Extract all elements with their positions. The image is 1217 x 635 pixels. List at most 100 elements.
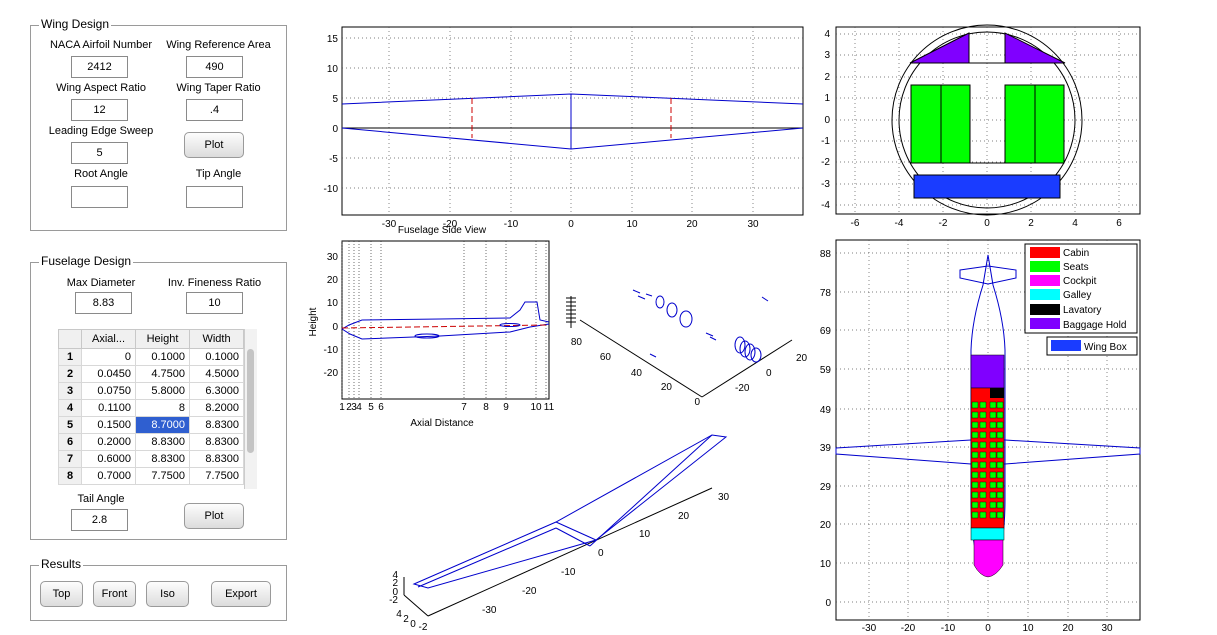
seat bbox=[996, 411, 1004, 419]
table-row[interactable]: 4 0.1100 8 8.2000 bbox=[58, 399, 244, 417]
table-cell[interactable]: 8.8300 bbox=[189, 416, 244, 434]
fineness-label: Inv. Fineness Ratio bbox=[167, 277, 262, 289]
row-header[interactable]: 6 bbox=[58, 433, 82, 451]
iso-wing-axes bbox=[403, 487, 713, 617]
legend-label-cockpit: Cockpit bbox=[1063, 276, 1097, 287]
table-cell[interactable]: 8 bbox=[135, 399, 190, 417]
table-cell[interactable]: 0.1000 bbox=[189, 348, 244, 366]
iso-view-button[interactable]: Iso bbox=[146, 581, 189, 607]
table-cell[interactable]: 6.3000 bbox=[189, 382, 244, 400]
side-y-tick: 0 bbox=[332, 322, 338, 333]
top-view-button[interactable]: Top bbox=[40, 581, 83, 607]
area-field[interactable]: 490 bbox=[186, 56, 243, 78]
column-header-width[interactable]: Width bbox=[189, 329, 244, 349]
sweep-field[interactable]: 5 bbox=[71, 142, 128, 164]
table-row[interactable]: 5 0.1500 8.7000 8.8300 bbox=[58, 416, 244, 434]
front-x-tick: 10 bbox=[626, 219, 638, 230]
table-row[interactable]: 6 0.2000 8.8300 8.8300 bbox=[58, 433, 244, 451]
seat bbox=[971, 491, 979, 499]
front-x-tick: -20 bbox=[443, 219, 458, 230]
seat bbox=[979, 401, 987, 409]
table-row[interactable]: 2 0.0450 4.7500 4.5000 bbox=[58, 365, 244, 383]
table-cell[interactable]: 0.2000 bbox=[81, 433, 136, 451]
wing-plot-button[interactable]: Plot bbox=[184, 132, 244, 158]
table-row[interactable]: 1 0 0.1000 0.1000 bbox=[58, 348, 244, 366]
fuselage-plot-button[interactable]: Plot bbox=[184, 503, 244, 529]
aspect-field[interactable]: 12 bbox=[71, 99, 128, 121]
naca-field[interactable]: 2412 bbox=[71, 56, 128, 78]
column-header-height[interactable]: Height bbox=[135, 329, 190, 349]
table-row[interactable]: 8 0.7000 7.7500 7.7500 bbox=[58, 467, 244, 485]
table-cell[interactable]: 8.8300 bbox=[189, 450, 244, 468]
table-cell[interactable]: 0.1100 bbox=[81, 399, 136, 417]
wing-front-view-plot: -30 -20 -10 0 10 20 30 15 10 5 0 -5 -10 bbox=[324, 26, 804, 230]
table-cell[interactable]: 8.2000 bbox=[189, 399, 244, 417]
fuselage-outer-circle bbox=[891, 24, 1083, 216]
seat bbox=[989, 431, 997, 439]
fuselage-design-panel: Fuselage Design Max Diameter 8.83 Inv. F… bbox=[30, 254, 287, 540]
table-row[interactable]: 3 0.0750 5.8000 6.3000 bbox=[58, 382, 244, 400]
taper-label: Wing Taper Ratio bbox=[176, 82, 261, 94]
table-cell[interactable]: 0.1500 bbox=[81, 416, 136, 434]
row-header[interactable]: 7 bbox=[58, 450, 82, 468]
table-cell[interactable]: 8.7000 bbox=[135, 416, 190, 434]
table-cell[interactable]: 0.1000 bbox=[135, 348, 190, 366]
table-cell[interactable]: 7.7500 bbox=[135, 467, 190, 485]
seat bbox=[996, 471, 1004, 479]
fuselage-table[interactable]: Axial... Height Width 1 0 0.1000 0.1000 2 0.0… bbox=[58, 329, 244, 485]
seat-block-left-outer bbox=[910, 84, 942, 164]
column-header-axial[interactable]: Axial... bbox=[81, 329, 136, 349]
table-cell[interactable]: 8.8300 bbox=[189, 433, 244, 451]
row-header[interactable]: 3 bbox=[58, 382, 82, 400]
front-y-tick: 10 bbox=[327, 64, 339, 75]
side-xlabel: Axial Distance bbox=[410, 418, 474, 429]
iso-small-ticks-right: 20 0 -20 bbox=[735, 353, 808, 394]
legend-swatch-lavatory bbox=[1030, 304, 1060, 315]
fineness-field[interactable]: 10 bbox=[186, 292, 243, 314]
table-cell[interactable]: 7.7500 bbox=[189, 467, 244, 485]
row-header[interactable]: 5 bbox=[58, 416, 82, 434]
table-cell[interactable]: 4.5000 bbox=[189, 365, 244, 383]
table-cell[interactable]: 8.8300 bbox=[135, 450, 190, 468]
table-cell[interactable]: 8.8300 bbox=[135, 433, 190, 451]
section-y-tick: -4 bbox=[821, 200, 830, 211]
row-header[interactable]: 8 bbox=[58, 467, 82, 485]
table-cell[interactable]: 0 bbox=[81, 348, 136, 366]
table-cell[interactable]: 0.6000 bbox=[81, 450, 136, 468]
seat bbox=[979, 511, 987, 519]
front-axes-box bbox=[341, 26, 804, 216]
table-cell[interactable]: 0.0450 bbox=[81, 365, 136, 383]
front-x-tick: 0 bbox=[568, 219, 574, 230]
table-scrollbar-thumb[interactable] bbox=[247, 349, 254, 453]
row-header[interactable]: 2 bbox=[58, 365, 82, 383]
export-button[interactable]: Export bbox=[211, 581, 271, 607]
table-cell[interactable]: 4.7500 bbox=[135, 365, 190, 383]
horizontal-tail-outline bbox=[959, 265, 1017, 285]
table-scrollbar[interactable] bbox=[244, 329, 257, 489]
table-cell[interactable]: 0.7000 bbox=[81, 467, 136, 485]
tip-angle-field[interactable] bbox=[186, 186, 243, 208]
top-y-tick: 39 bbox=[820, 443, 832, 454]
seat bbox=[979, 501, 987, 509]
seat bbox=[989, 421, 997, 429]
front-x-tick: 20 bbox=[686, 219, 698, 230]
table-cell[interactable]: 5.8000 bbox=[135, 382, 190, 400]
legend-label-seats: Seats bbox=[1063, 262, 1089, 273]
tail-angle-field[interactable]: 2.8 bbox=[71, 509, 128, 531]
section-x-tick: 2 bbox=[1028, 218, 1034, 229]
table-cell[interactable]: 0.0750 bbox=[81, 382, 136, 400]
max-diameter-field[interactable]: 8.83 bbox=[75, 292, 132, 314]
root-angle-field[interactable] bbox=[71, 186, 128, 208]
table-row[interactable]: 7 0.6000 8.8300 8.8300 bbox=[58, 450, 244, 468]
front-view-button[interactable]: Front bbox=[93, 581, 136, 607]
row-header[interactable]: 1 bbox=[58, 348, 82, 366]
top-cockpit bbox=[973, 539, 1004, 578]
top-y-tick: 0 bbox=[825, 598, 831, 609]
row-header[interactable]: 4 bbox=[58, 399, 82, 417]
seat-block-left-inner bbox=[940, 84, 971, 164]
top-baggage-hold bbox=[970, 354, 1005, 389]
section-x-tick: 0 bbox=[984, 218, 990, 229]
section-x-tick: -6 bbox=[851, 218, 860, 229]
iso-wing-tick: -10 bbox=[561, 567, 576, 578]
taper-field[interactable]: .4 bbox=[186, 99, 243, 121]
